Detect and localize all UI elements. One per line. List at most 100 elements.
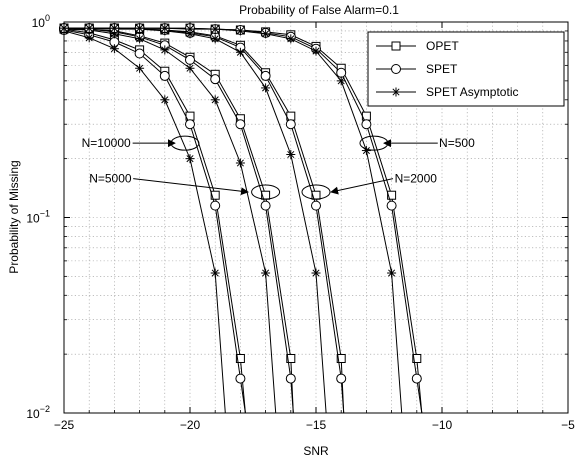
x-tick-label: −15 — [306, 418, 327, 432]
data-point-circle — [260, 70, 271, 81]
legend-entry-circle: SPET — [376, 62, 458, 76]
legend-entry-square: OPET — [376, 39, 459, 53]
data-point-star — [210, 95, 220, 105]
data-point-circle — [159, 70, 170, 81]
data-point-circle — [311, 200, 321, 211]
chart-title: Probability of False Alarm=0.1 — [239, 3, 399, 17]
data-point-star — [185, 154, 195, 164]
data-point-square — [391, 41, 401, 51]
data-point-circle — [134, 48, 145, 59]
data-point-circle — [235, 119, 246, 130]
series-n-2000-star — [59, 23, 327, 414]
series-n-5000-square — [59, 23, 296, 414]
series-n-2000-circle — [59, 23, 347, 414]
annotation-n-5000: N=5000 — [89, 172, 281, 200]
y-tick-label: 10−1 — [26, 209, 50, 226]
legend-label: SPET Asymptotic — [426, 85, 518, 99]
data-point-star — [286, 150, 296, 160]
series-n-5000-star — [59, 24, 277, 414]
data-point-square — [336, 354, 346, 364]
series-n-500-star — [59, 23, 403, 414]
data-point-star — [311, 268, 321, 278]
legend-entry-star: SPET Asymptotic — [376, 85, 518, 99]
data-point-circle — [235, 373, 246, 384]
data-point-circle — [285, 373, 296, 384]
annotation-arrow — [133, 178, 249, 196]
data-point-star — [261, 268, 271, 278]
series-n-5000-circle — [59, 23, 296, 414]
x-tick-label: −5 — [561, 418, 575, 432]
legend-label: OPET — [426, 39, 459, 53]
data-point-star — [160, 45, 170, 55]
data-point-star — [210, 268, 220, 278]
data-point-star — [109, 44, 119, 54]
data-point-star — [135, 34, 145, 44]
data-point-star — [109, 23, 119, 33]
data-point-star — [391, 87, 401, 97]
data-point-star — [311, 46, 321, 56]
data-point-star — [261, 29, 271, 39]
data-point-star — [185, 63, 195, 73]
annotation-label: N=2000 — [395, 172, 438, 186]
data-point-square — [387, 190, 397, 200]
data-point-square — [286, 354, 296, 364]
series-n-2000-square — [59, 23, 346, 414]
data-point-star — [336, 76, 346, 86]
annotation-ellipse — [359, 135, 389, 151]
data-point-square — [210, 190, 220, 200]
data-point-star — [286, 34, 296, 44]
data-point-star — [235, 26, 245, 36]
data-point-star — [210, 24, 220, 34]
data-point-square — [235, 354, 245, 364]
series-n-10000-star — [59, 26, 226, 414]
data-point-circle — [210, 74, 221, 85]
data-point-star — [135, 63, 145, 73]
annotation-arrow — [330, 178, 394, 195]
data-point-circle — [336, 373, 347, 384]
series-line — [63, 27, 294, 414]
annotation-label: N=10000 — [82, 136, 131, 150]
series-line — [63, 30, 226, 414]
annotation-label: N=5000 — [89, 172, 132, 186]
data-point-star — [210, 34, 220, 44]
data-point-star — [160, 23, 170, 33]
data-point-circle — [185, 119, 195, 130]
data-point-star — [235, 47, 245, 57]
x-axis-label: SNR — [303, 444, 329, 458]
data-point-circle — [210, 200, 221, 211]
data-point-circle — [185, 54, 195, 65]
legend: OPET SPET SPET Asymptotic — [367, 31, 565, 107]
annotation-ellipse — [301, 184, 331, 200]
annotation-ellipse — [170, 135, 200, 151]
data-point-star — [361, 146, 371, 156]
data-point-circle — [336, 67, 347, 78]
data-point-circle — [260, 200, 271, 211]
data-point-circle — [411, 373, 422, 384]
data-point-square — [412, 354, 422, 364]
data-point-star — [160, 95, 170, 105]
x-tick-label: −25 — [54, 418, 75, 432]
series-line — [63, 27, 294, 414]
annotation-n-500: N=500 — [359, 135, 475, 151]
annotations: N=10000 N=5000 N=2000 N=500 — [82, 135, 475, 200]
series-layer — [59, 23, 423, 414]
data-point-star — [261, 83, 271, 93]
data-point-circle — [386, 200, 397, 211]
data-point-star — [135, 23, 145, 33]
annotation-label: N=500 — [439, 136, 475, 150]
legend-label: SPET — [426, 62, 458, 76]
data-point-circle — [285, 119, 296, 130]
data-point-star — [387, 268, 397, 278]
y-tick-label: 10−2 — [26, 404, 50, 421]
data-point-star — [235, 158, 245, 168]
data-point-star — [84, 23, 94, 33]
ticks: −25 −20 −15 −10 −5 100 10−1 10−2 — [26, 13, 575, 432]
y-tick-label: 100 — [32, 13, 50, 30]
annotation-ellipse — [251, 184, 281, 200]
data-point-circle — [361, 119, 372, 130]
annotation-n-2000: N=2000 — [301, 172, 438, 200]
data-point-star — [84, 33, 94, 43]
data-point-circle — [391, 64, 401, 74]
x-tick-label: −20 — [180, 418, 201, 432]
